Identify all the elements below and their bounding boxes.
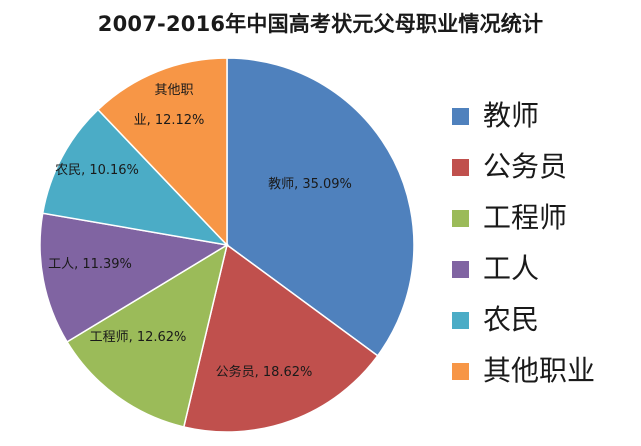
slice-data-label: 教师, 35.09% <box>268 176 352 192</box>
pie-slice <box>41 108 230 247</box>
slice-label-line: 业, 12.12% <box>134 113 205 128</box>
slice-label-line: 农民, 10.16% <box>55 163 139 178</box>
legend-label: 农民 <box>483 303 540 336</box>
legend-label: 教师 <box>483 99 540 132</box>
legend-label: 工人 <box>483 252 540 285</box>
slice-label-line: 工人, 11.39% <box>48 257 132 272</box>
pie-slice <box>226 57 415 357</box>
chart-title: 2007-2016年中国高考状元父母职业情况统计 <box>97 12 544 36</box>
pie-slice <box>182 243 379 433</box>
slice-label-line: 其他职 <box>154 83 193 98</box>
legend-swatch-icon <box>452 107 469 125</box>
slice-data-label: 工人, 11.39% <box>48 257 132 272</box>
legend-label: 工程师 <box>483 201 568 234</box>
legend-label: 公务员 <box>483 150 568 183</box>
legend-swatch-icon <box>452 209 469 227</box>
legend-item: 农民 <box>452 300 539 340</box>
legend-item: 工人 <box>452 249 539 289</box>
slice-label-line: 公务员, 18.62% <box>216 364 313 380</box>
pie-labels: 教师, 35.09% 公务员, 18.62% 工程师, 12.62% 工人, 11.3… <box>48 83 352 380</box>
slice-label-line: 工程师, 12.62% <box>90 330 187 345</box>
slice-data-label: 农民, 10.16% <box>55 163 139 178</box>
pie-slice <box>96 57 228 247</box>
legend-item: 公务员 <box>452 147 567 187</box>
pie-slices <box>39 57 415 433</box>
legend-swatch-icon <box>452 158 469 176</box>
legend-item: 工程师 <box>452 198 567 238</box>
legend-item: 其他职业 <box>452 351 595 391</box>
pie-slice <box>66 243 229 428</box>
slice-label-line: 教师, 35.09% <box>268 176 352 192</box>
slice-data-label: 其他职业, 12.12% <box>134 83 205 128</box>
legend-swatch-icon <box>452 311 469 329</box>
slice-data-label: 工程师, 12.62% <box>90 330 187 345</box>
legend-swatch-icon <box>452 362 469 380</box>
legend-label: 其他职业 <box>483 354 596 387</box>
legend-item: 教师 <box>452 96 539 136</box>
pie-slice <box>39 212 230 343</box>
slice-data-label: 公务员, 18.62% <box>216 364 313 380</box>
legend-swatch-icon <box>452 260 469 278</box>
